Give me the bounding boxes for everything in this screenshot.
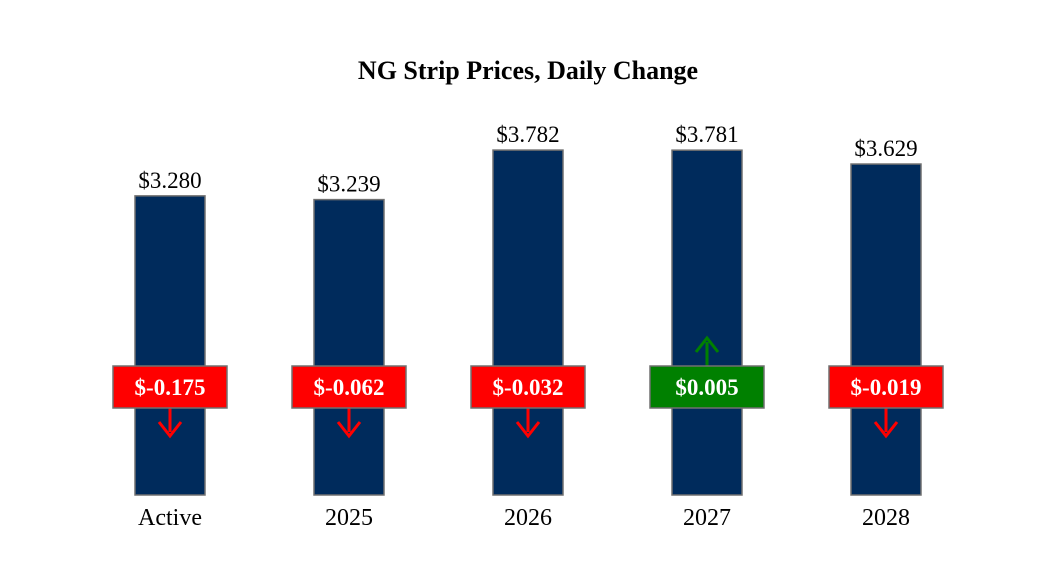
change-badge (649, 365, 765, 409)
bar-active (134, 195, 206, 496)
change-badge (470, 365, 586, 409)
category-label: Active (138, 505, 202, 531)
price-label: $3.781 (675, 122, 738, 147)
change-label: $-0.019 (851, 375, 922, 400)
price-label: $3.280 (138, 168, 201, 193)
category-label: 2028 (862, 505, 910, 531)
down-arrow-head-icon (873, 421, 899, 439)
up-arrow-head-icon (694, 335, 720, 353)
down-arrow-head-icon (157, 421, 183, 439)
change-label: $0.005 (675, 375, 738, 400)
chart-title: NG Strip Prices, Daily Change (358, 56, 698, 85)
bar-2026 (492, 149, 564, 496)
change-badge (828, 365, 944, 409)
category-label: 2025 (325, 505, 373, 531)
down-arrow-head-icon (336, 421, 362, 439)
change-label: $-0.032 (493, 375, 564, 400)
category-label: 2027 (683, 505, 731, 531)
price-label: $3.629 (854, 136, 917, 161)
bars-layer: $3.280 Active $-0.175 $3.239 2025 $-0.062 $3.7… (112, 122, 944, 531)
change-badge (112, 365, 228, 409)
bar-2025 (313, 198, 385, 496)
price-label: $3.782 (496, 122, 559, 147)
change-label: $-0.062 (314, 375, 385, 400)
down-arrow-head-icon (515, 421, 541, 439)
bar-2028 (850, 163, 922, 496)
change-badge (291, 365, 407, 409)
price-label: $3.239 (317, 172, 380, 197)
category-label: 2026 (504, 505, 552, 531)
change-label: $-0.175 (135, 375, 206, 400)
bar-2027 (671, 149, 743, 496)
